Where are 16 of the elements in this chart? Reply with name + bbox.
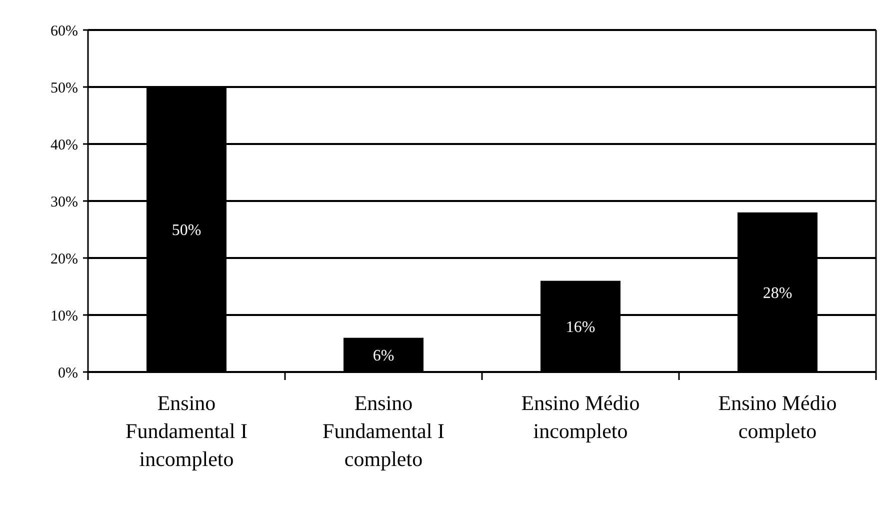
data-label: 50% [172, 222, 202, 240]
x-tick-label: Ensino Fundamental I completo [322, 391, 444, 471]
x-tick-label: Ensino Fundamental I incompleto [126, 391, 248, 471]
data-label: 28% [762, 284, 792, 302]
y-tick-label: 20% [50, 251, 78, 268]
y-tick-label: 60% [50, 23, 78, 40]
y-tick-label: 40% [50, 137, 78, 154]
x-tick-label: Ensino Médio completo [718, 391, 837, 443]
bar [344, 338, 424, 372]
data-label: 6% [372, 348, 394, 364]
y-tick-label: 50% [50, 80, 78, 96]
y-tick-label: 0% [58, 365, 78, 382]
data-label: 16% [566, 319, 596, 336]
x-tick-label: Ensino Médio incompleto [521, 391, 640, 443]
y-tick-label: 10% [50, 308, 78, 324]
y-tick-label: 30% [50, 194, 78, 210]
